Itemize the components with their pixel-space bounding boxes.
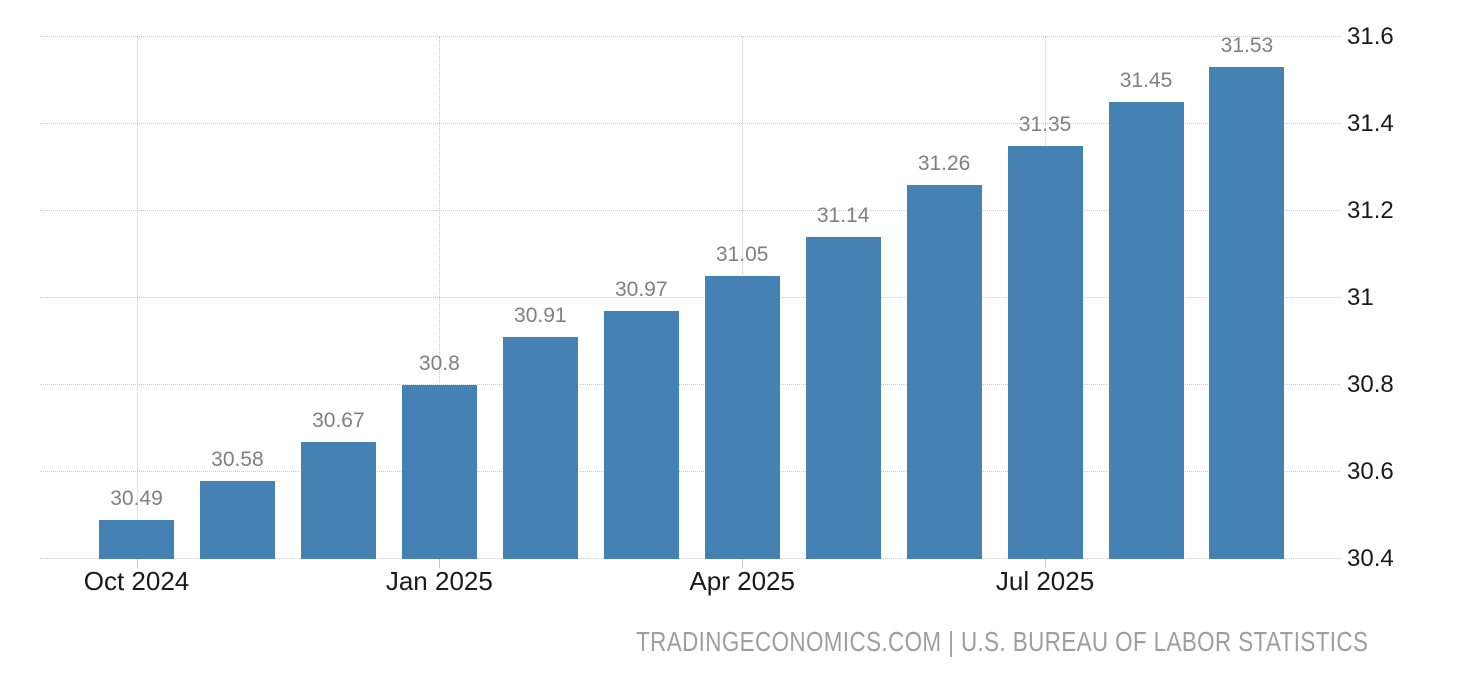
gridline-vertical	[439, 37, 441, 559]
x-axis-label: Jan 2025	[385, 566, 493, 596]
y-axis-label: 30.8	[1347, 371, 1394, 398]
bar	[906, 184, 982, 559]
bar	[1007, 145, 1083, 559]
bar	[99, 519, 174, 559]
y-axis-label: 31	[1347, 284, 1374, 311]
bar	[300, 441, 376, 559]
gridline-horizontal	[40, 384, 1340, 385]
bar	[603, 311, 679, 559]
y-axis-label: 30.4	[1347, 545, 1394, 572]
gridline-vertical	[136, 37, 138, 559]
bar-value-label: 30.97	[614, 278, 668, 302]
bar-value-label: 31.45	[1119, 69, 1173, 93]
x-axis-label: Oct 2024	[83, 566, 190, 596]
bar	[199, 480, 275, 559]
bar	[805, 237, 881, 559]
bar	[1209, 67, 1285, 559]
bar-value-label: 30.67	[312, 408, 365, 432]
bar-value-label: 30.8	[418, 352, 460, 375]
bar-value-label: 30.91	[514, 304, 567, 328]
gridline-horizontal	[40, 123, 1340, 124]
y-axis-label: 30.6	[1347, 458, 1394, 485]
x-tick-mark	[136, 559, 138, 568]
bar-value-label: 31.53	[1220, 34, 1274, 58]
x-tick-mark	[1045, 559, 1047, 568]
bar-value-label: 31.05	[715, 243, 769, 267]
bar-value-label: 31.26	[917, 151, 971, 175]
bar	[401, 385, 477, 559]
x-tick-mark	[439, 559, 441, 568]
x-tick-mark	[742, 559, 744, 568]
bar	[1108, 102, 1184, 559]
gridline-horizontal	[40, 471, 1340, 472]
gridline-horizontal	[40, 558, 1340, 559]
bar-value-label: 30.58	[211, 447, 264, 471]
y-axis-label: 31.2	[1347, 197, 1394, 224]
bar	[502, 337, 578, 559]
y-axis-label: 31.6	[1347, 23, 1394, 50]
bar-value-label: 30.49	[110, 486, 163, 510]
bar-value-label: 31.35	[1018, 112, 1072, 136]
bar	[704, 276, 780, 559]
gridline-horizontal	[40, 36, 1340, 37]
attribution-text: TRADINGECONOMICS.COM | U.S. BUREAU OF LA…	[635, 626, 1368, 657]
x-axis-label: Apr 2025	[689, 566, 795, 596]
bar-value-label: 31.14	[816, 204, 870, 228]
y-axis-label: 31.4	[1347, 110, 1394, 137]
gridline-horizontal	[40, 297, 1340, 298]
x-axis-label: Jul 2025	[995, 566, 1095, 596]
gridline-horizontal	[40, 210, 1340, 211]
